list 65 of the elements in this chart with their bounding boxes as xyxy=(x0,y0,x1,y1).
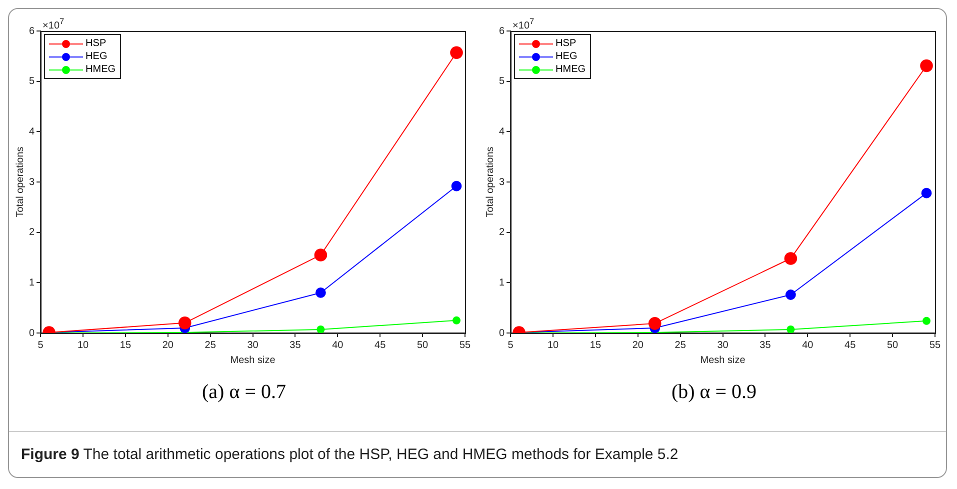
y-tick-label: 0 xyxy=(499,328,505,339)
caption: Figure 9 The total arithmetic operations plot of the HSP, HEG and HMEG methods for Example 5.2 xyxy=(21,446,678,463)
x-tick-label: 50 xyxy=(886,340,899,351)
x-tick-label: 40 xyxy=(802,340,814,351)
x-axis-title: Mesh size xyxy=(230,354,276,366)
x-tick-label: 15 xyxy=(590,340,602,351)
point xyxy=(452,316,461,324)
y-tick-label: 1 xyxy=(29,277,35,288)
y-tick-label: 3 xyxy=(499,176,505,188)
legend-label: HMEG xyxy=(556,63,586,76)
text: (b) α = 0.9 xyxy=(670,381,758,404)
point xyxy=(648,317,662,330)
y-tick-label: 0 xyxy=(29,328,35,339)
x-tick-label: 15 xyxy=(120,340,132,351)
x-tick-label: 25 xyxy=(204,340,216,351)
point xyxy=(784,252,798,265)
point xyxy=(785,290,796,300)
point xyxy=(922,316,931,325)
y-tick-label: 6 xyxy=(29,26,35,37)
y-tick-label: 2 xyxy=(29,227,35,238)
x-tick-label: 20 xyxy=(162,340,174,351)
point xyxy=(451,180,462,192)
x-tick-label: 10 xyxy=(547,340,560,351)
y-tick-label: 5 xyxy=(29,76,35,88)
point xyxy=(315,288,326,298)
x-tick-label: 30 xyxy=(717,340,729,351)
legend-label: HSP xyxy=(86,37,106,50)
x-tick-label: 5 xyxy=(508,340,514,351)
y-tick-label: 2 xyxy=(499,227,505,238)
y-tick-label: 3 xyxy=(29,176,35,188)
point xyxy=(316,325,325,333)
point xyxy=(450,46,463,60)
point xyxy=(786,325,795,333)
x-tick-label: 55 xyxy=(929,340,941,351)
y-tick-label: 6 xyxy=(499,26,505,37)
legend-label: HEG xyxy=(86,50,108,63)
x-tick-label: 10 xyxy=(77,340,90,351)
point xyxy=(178,316,192,330)
x-tick-label: 50 xyxy=(416,340,429,351)
legend-label: HEG xyxy=(556,50,578,63)
x-tick-label: 20 xyxy=(632,340,644,351)
text: (a) α = 0.7 xyxy=(201,381,287,404)
x-tick-label: 25 xyxy=(674,340,686,351)
annotation: ×10$^{7}$ xyxy=(512,16,534,32)
annotation: ×10$^{7}$ xyxy=(42,16,64,32)
x-tick-label: 35 xyxy=(760,340,772,351)
y-tick-label: 4 xyxy=(29,126,35,138)
x-axis-title: Mesh size xyxy=(700,354,746,366)
x-tick-label: 5 xyxy=(38,340,44,351)
legend-label: HMEG xyxy=(86,63,116,76)
y-tick-label: 5 xyxy=(499,76,505,88)
y-tick-label: 4 xyxy=(499,126,505,138)
x-tick-label: 55 xyxy=(459,340,471,351)
y-tick-label: 1 xyxy=(499,277,505,288)
point xyxy=(920,59,933,72)
y-axis-title: Total operations xyxy=(14,146,26,218)
x-tick-label: 45 xyxy=(844,340,856,351)
legend-label: HSP xyxy=(556,37,576,50)
x-tick-label: 35 xyxy=(290,340,302,351)
x-tick-label: 40 xyxy=(332,340,344,351)
y-axis-title: Total operations xyxy=(484,146,496,218)
x-tick-label: 30 xyxy=(247,340,259,351)
x-tick-label: 45 xyxy=(374,340,386,351)
point xyxy=(314,248,328,262)
point xyxy=(921,188,932,198)
